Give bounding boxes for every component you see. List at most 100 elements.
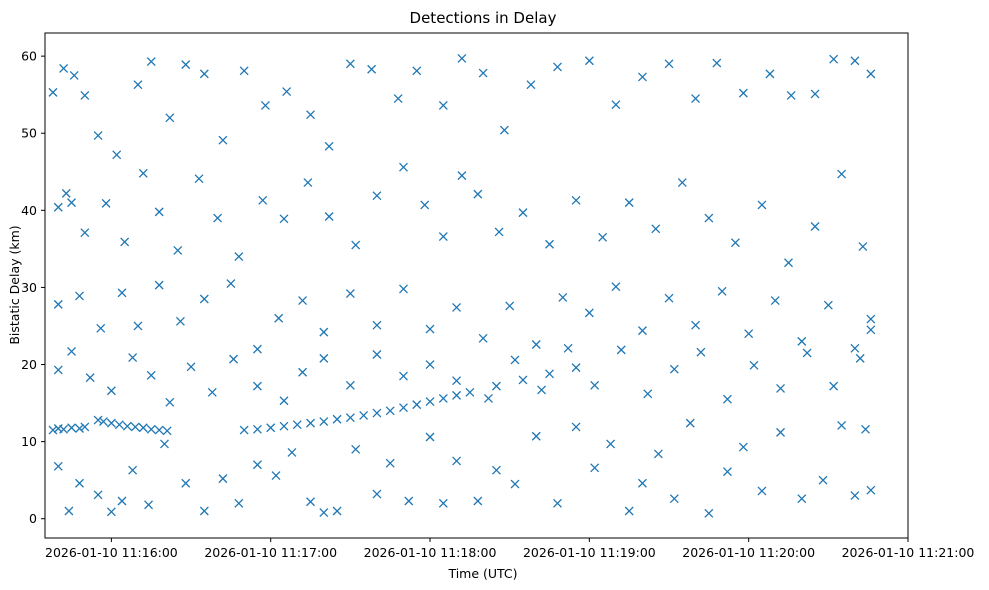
data-point: [412, 66, 422, 76]
data-point: [823, 300, 833, 310]
data-point: [651, 224, 661, 234]
data-point: [802, 348, 812, 358]
data-point: [75, 424, 84, 433]
data-point: [776, 427, 786, 437]
x-tick-label: 2026-01-10 11:21:00: [842, 545, 975, 560]
data-point: [85, 373, 95, 383]
data-point: [810, 89, 820, 99]
data-point: [274, 313, 284, 323]
data-point: [101, 198, 111, 208]
data-point: [298, 296, 308, 305]
data-point: [239, 425, 249, 435]
data-point: [67, 346, 77, 356]
data-point: [287, 447, 297, 457]
data-point: [199, 506, 209, 516]
data-point: [48, 87, 58, 97]
data-point: [234, 252, 244, 262]
data-point: [590, 463, 600, 473]
data-point: [59, 64, 69, 73]
data-point: [744, 329, 754, 339]
data-point: [624, 506, 634, 516]
data-point: [345, 380, 355, 390]
x-tick-label: 2026-01-10 11:18:00: [364, 545, 497, 560]
data-point: [722, 467, 732, 477]
data-point: [510, 479, 520, 489]
data-point: [425, 432, 435, 442]
data-point: [505, 301, 515, 311]
data-point: [282, 87, 292, 97]
y-tick-label: 40: [21, 203, 37, 218]
x-tick-label: 2026-01-10 11:20:00: [682, 545, 815, 560]
data-point: [776, 383, 786, 393]
data-point: [75, 291, 84, 301]
data-point: [75, 478, 84, 488]
data-point: [712, 58, 722, 68]
data-point: [438, 498, 448, 508]
data-point: [80, 228, 90, 238]
data-point: [850, 491, 860, 501]
x-tick-label: 2026-01-10 11:17:00: [204, 545, 337, 560]
data-point: [80, 90, 90, 100]
x-tick-label: 2026-01-10 11:16:00: [45, 545, 178, 560]
data-point: [146, 370, 156, 380]
data-point: [252, 424, 262, 434]
data-point: [154, 207, 164, 217]
data-point: [584, 308, 594, 318]
data-point: [59, 424, 69, 434]
data-point: [117, 496, 127, 506]
data-point: [186, 362, 196, 372]
data-point: [420, 200, 430, 210]
data-point: [306, 110, 315, 120]
data-point: [69, 70, 79, 80]
data-point: [850, 343, 860, 353]
data-point: [473, 496, 483, 506]
y-tick-label: 60: [21, 49, 37, 64]
data-point: [611, 100, 621, 110]
data-point: [173, 245, 183, 255]
data-point: [213, 213, 223, 223]
data-point: [114, 420, 124, 430]
data-point: [133, 321, 143, 331]
data-point: [452, 390, 462, 400]
data-point: [345, 289, 355, 299]
data-point: [685, 418, 695, 428]
data-point: [207, 387, 217, 397]
data-point: [385, 406, 395, 416]
data-point: [165, 113, 175, 123]
data-point: [194, 174, 204, 184]
data-point: [866, 69, 876, 79]
data-point: [553, 498, 562, 508]
data-point: [518, 375, 528, 385]
data-point: [181, 478, 191, 488]
data-point: [93, 131, 103, 141]
data-point: [553, 62, 562, 72]
data-point: [866, 485, 876, 495]
data-markers: [48, 53, 876, 518]
data-point: [638, 326, 647, 336]
data-point: [545, 369, 554, 379]
data-point: [691, 94, 701, 103]
data-point: [438, 393, 448, 403]
data-point: [749, 360, 759, 370]
data-point: [616, 345, 626, 355]
y-tick-label: 20: [21, 357, 37, 372]
data-point: [306, 497, 315, 507]
data-point: [425, 324, 435, 334]
data-point: [452, 376, 462, 386]
data-point: [499, 125, 509, 135]
data-point: [866, 325, 876, 335]
data-point: [120, 237, 130, 247]
data-point: [128, 353, 138, 363]
data-point: [359, 410, 369, 420]
data-point: [218, 135, 228, 145]
data-point: [130, 422, 140, 432]
data-point: [537, 385, 547, 395]
data-point: [818, 475, 828, 485]
data-point: [598, 232, 608, 242]
data-point: [80, 422, 90, 432]
data-point: [175, 316, 185, 326]
data-point: [531, 340, 541, 349]
data-point: [234, 498, 244, 508]
data-point: [457, 53, 467, 63]
data-point: [797, 336, 807, 346]
